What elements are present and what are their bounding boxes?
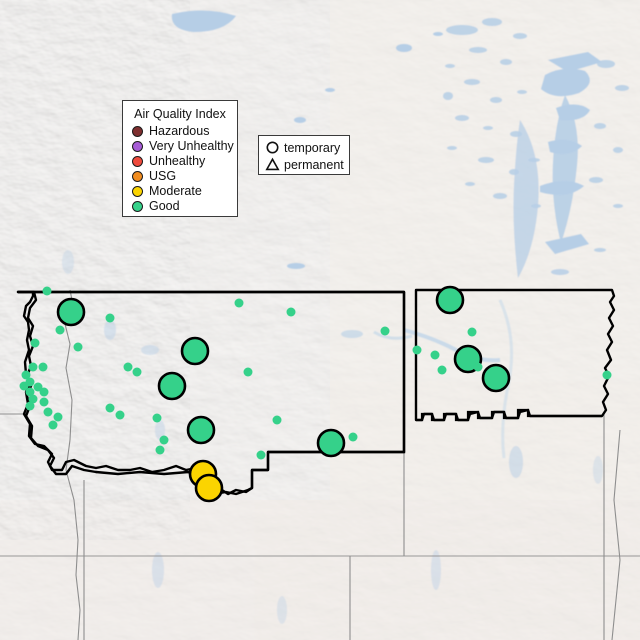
aqi-legend-swatch-unhealthy [132,156,143,167]
monitor-marker-large[interactable] [435,285,465,315]
water-bodies [62,10,629,624]
legend-label-temporary: temporary [284,140,341,155]
monitor-marker-small[interactable] [30,338,40,348]
legend-label-permanent: permanent [284,157,344,172]
legend-row-temporary: temporary [265,139,344,156]
monitor-marker-small[interactable] [412,345,422,355]
monitor-marker-large[interactable] [186,415,216,445]
monitor-marker-large[interactable] [481,363,511,393]
monitor-marker-small[interactable] [234,298,244,308]
aqi-legend-row: Moderate [132,184,230,199]
aqi-legend-row: Very Unhealthy [132,139,234,154]
aqi-legend-rows: Hazardous Very Unhealthy Unhealthy USG Moder… [130,124,234,214]
aqi-legend-row: USG [132,169,230,184]
monitor-marker-small[interactable] [25,387,35,397]
monitor-marker-small[interactable] [39,387,49,397]
aqi-legend-label: Very Unhealthy [149,139,234,153]
monitor-marker-small[interactable] [348,432,358,442]
aqi-legend-label: Good [149,199,180,213]
monitor-marker-small[interactable] [38,362,48,372]
aqi-legend-swatch-moderate [132,186,143,197]
circle-outline-icon [266,141,279,154]
monitor-marker-small[interactable] [105,313,115,323]
monitor-marker-small[interactable] [286,307,296,317]
monitor-marker-large[interactable] [157,371,187,401]
monitor-marker-small[interactable] [25,401,35,411]
aqi-legend-swatch-good [132,201,143,212]
monitor-marker-large[interactable] [316,428,346,458]
aqi-legend-swatch-usg [132,171,143,182]
monitor-marker-small[interactable] [28,394,38,404]
monitor-marker-small[interactable] [152,413,162,423]
monitor-marker-small[interactable] [430,350,440,360]
monitor-marker-small[interactable] [39,397,49,407]
monitor-marker-small[interactable] [602,370,612,380]
monitor-marker-small[interactable] [48,420,58,430]
aqi-legend-label: Unhealthy [149,154,206,168]
aqi-legend: Air Quality Index Hazardous Very Unhealth… [122,100,238,217]
aqi-legend-title: Air Quality Index [134,107,226,121]
monitor-marker-small[interactable] [28,362,38,372]
aqi-legend-label: Moderate [149,184,202,198]
monitor-marker-small[interactable] [380,326,390,336]
monitor-marker-small[interactable] [467,327,477,337]
monitor-type-legend: temporary permanent [258,135,350,175]
monitor-marker-small[interactable] [437,365,447,375]
monitor-marker-small[interactable] [73,342,83,352]
monitor-marker-small[interactable] [132,367,142,377]
monitor-marker-small[interactable] [272,415,282,425]
monitor-marker-small[interactable] [33,382,43,392]
monitor-marker-small[interactable] [43,407,53,417]
monitor-marker-small[interactable] [53,412,63,422]
aqi-legend-row: Unhealthy [132,154,230,169]
montana-southeast-corner [268,292,406,454]
aqi-legend-label: USG [149,169,177,183]
monitor-marker-small[interactable] [473,362,483,372]
aqi-legend-swatch-very-unhealthy [132,141,143,152]
monitor-marker-small[interactable] [123,362,133,372]
monitor-marker-large[interactable] [194,473,224,503]
triangle-outline-icon [265,157,280,171]
north-dakota-south-notch [416,408,602,422]
aqi-legend-row: Good [132,199,230,214]
aqi-legend-label: Hazardous [149,124,210,138]
legend-row-permanent: permanent [265,156,344,173]
secondary-state-borders [0,289,640,640]
monitor-marker-small[interactable] [42,286,52,296]
monitor-marker-small[interactable] [115,410,125,420]
aqi-legend-swatch-hazardous [132,126,143,137]
monitor-marker-small[interactable] [105,403,115,413]
monitor-marker-large[interactable] [180,336,210,366]
monitor-marker-small[interactable] [21,370,31,380]
aqi-legend-row: Hazardous [132,124,230,139]
monitor-marker-small[interactable] [159,435,169,445]
monitor-marker-small[interactable] [243,367,253,377]
monitor-marker-small[interactable] [19,381,29,391]
monitor-marker-small[interactable] [256,450,266,460]
monitor-marker-large[interactable] [56,297,86,327]
monitor-marker-small[interactable] [55,325,65,335]
monitor-marker-small[interactable] [155,445,165,455]
